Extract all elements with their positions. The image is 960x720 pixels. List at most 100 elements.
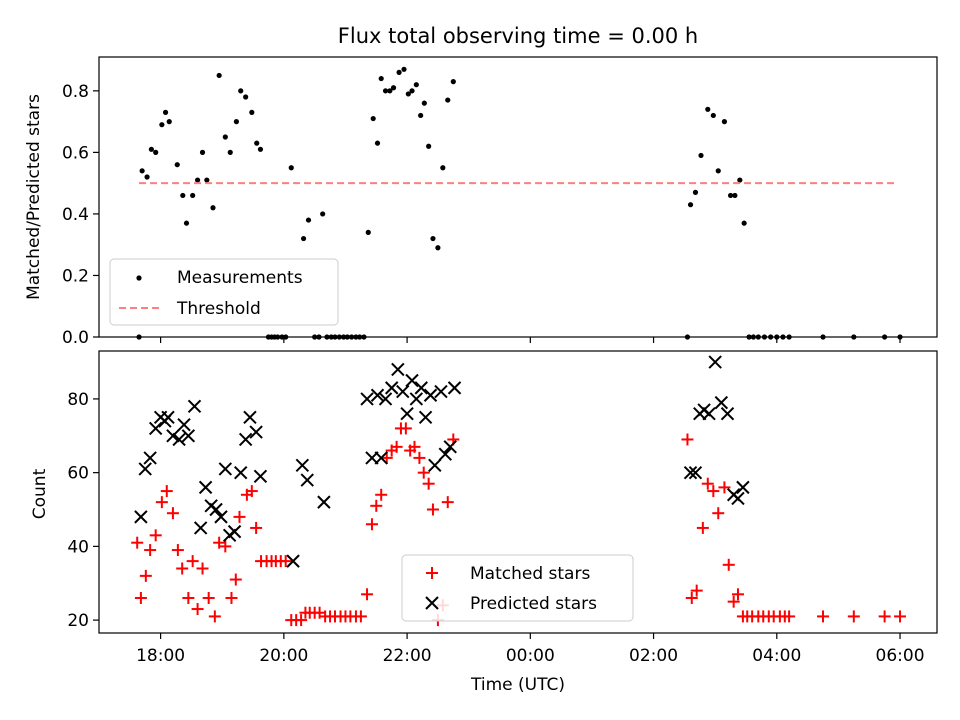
matched-stars-point: [196, 562, 209, 575]
predicted-stars-point: [418, 410, 433, 425]
predicted-stars-point: [253, 469, 268, 484]
measurement-point: [430, 235, 436, 242]
measurement-point: [374, 140, 381, 146]
ratio-axes-frame: [98, 56, 938, 338]
measurement-point: [190, 192, 196, 199]
measurement-point: [174, 162, 180, 168]
measurement-point: [687, 202, 694, 208]
legend-measurements-label: Measurements: [177, 268, 303, 288]
matched-stars-point: [413, 451, 426, 464]
measurement-point: [159, 122, 165, 128]
measurement-point: [300, 235, 307, 242]
legend-predicted-label: Predicted stars: [470, 594, 597, 614]
legend-threshold-label: Threshold: [176, 299, 261, 319]
measurement-point: [705, 106, 711, 112]
ratio-y-axis-label: Matched/Predicted stars: [24, 94, 44, 300]
predicted-stars-point: [234, 465, 248, 480]
legend-predicted-marker: [425, 596, 439, 610]
predicted-stars-point: [443, 440, 457, 454]
measurement-point: [199, 149, 206, 155]
predicted-stars-point: [177, 418, 191, 432]
legend-matched-marker: [426, 567, 438, 579]
predicted-stars-point: [317, 495, 331, 509]
x-tick-label: 18:00: [136, 646, 185, 666]
predicted-stars-point: [166, 429, 180, 443]
matched-stars-point: [722, 558, 735, 571]
matched-stars-point: [696, 521, 709, 534]
matched-stars-point: [202, 591, 215, 604]
measurement-point: [382, 88, 389, 94]
matched-stars-point: [707, 485, 720, 498]
matched-stars-point: [139, 569, 152, 582]
measurement-point: [715, 168, 721, 174]
measurement-point: [450, 79, 456, 85]
measurement-point: [413, 82, 419, 88]
predicted-stars-point: [720, 406, 735, 421]
matched-stars-point: [426, 503, 439, 516]
predicted-stars-point: [683, 465, 698, 480]
count-ticks: 20 40 60 80 18:00 20:00 22:00 00:00 02:00 04:00 06…: [67, 390, 924, 666]
matched-stars-point: [155, 496, 168, 509]
predicted-stars-point: [209, 502, 223, 517]
predicted-stars-point: [405, 373, 419, 388]
measurement-point: [440, 165, 446, 171]
predicted-stars-point: [438, 447, 452, 461]
predicted-stars-point: [378, 392, 393, 406]
measurement-point: [153, 149, 159, 155]
matched-stars-point: [727, 595, 740, 608]
matched-stars-point: [279, 555, 292, 568]
matched-stars-point: [390, 440, 403, 453]
x-tick-label: 06:00: [876, 646, 925, 666]
matched-stars-point: [149, 529, 162, 542]
matched-stars-point: [712, 507, 725, 520]
matched-stars-point: [295, 614, 308, 627]
predicted-stars-point: [731, 491, 745, 506]
count-legend: Matched stars Predicted stars: [401, 554, 634, 622]
x-axis-label: Time (UTC): [470, 675, 565, 695]
measurement-point: [692, 189, 699, 195]
measurement-point: [421, 100, 427, 106]
measurement-point: [204, 177, 210, 183]
measurement-point: [233, 119, 240, 125]
predicted-stars-point: [374, 451, 388, 465]
matched-stars-point: [701, 477, 714, 490]
predicted-stars-point: [138, 462, 152, 476]
predicted-stars-point: [249, 425, 263, 439]
measurement-point: [365, 229, 371, 235]
measurement-point: [216, 72, 222, 79]
predicted-stars-point: [227, 524, 242, 539]
matched-stars-point: [354, 610, 367, 623]
measurement-point: [249, 109, 255, 115]
y-tick-label: 0.2: [62, 266, 89, 286]
legend-matched-label: Matched stars: [470, 564, 590, 584]
predicted-stars-point: [243, 410, 257, 425]
measurement-point: [426, 143, 432, 149]
predicted-stars-point: [384, 381, 399, 395]
measurement-point: [243, 94, 249, 100]
matched-stars-point: [134, 591, 147, 604]
matched-stars-point: [417, 466, 430, 479]
matched-stars-point: [233, 510, 246, 523]
matched-stars-point: [219, 540, 232, 553]
matched-stars-point: [182, 591, 195, 604]
ratio-legend: Measurements Threshold: [109, 258, 339, 326]
predicted-stars-point: [187, 399, 202, 414]
matched-stars-point: [144, 544, 157, 557]
matched-stars-point: [171, 544, 184, 557]
measurement-point: [254, 140, 260, 146]
predicted-stars-point: [238, 432, 253, 447]
measurement-point: [139, 168, 145, 174]
matched-stars-point: [176, 562, 189, 575]
matched-stars-point: [422, 477, 435, 490]
y-tick-label: 0.0: [62, 328, 89, 348]
matched-stars-point: [817, 610, 830, 623]
measurement-point: [227, 149, 233, 155]
measurement-point: [370, 115, 376, 122]
predicted-stars-point: [218, 462, 233, 476]
measurement-point: [698, 152, 704, 159]
y-tick-label: 0.6: [62, 143, 89, 163]
count-marks: [131, 355, 907, 627]
x-tick-label: 02:00: [629, 646, 678, 666]
predicted-stars-point: [702, 406, 716, 421]
ratio-legend-box: [109, 258, 339, 326]
